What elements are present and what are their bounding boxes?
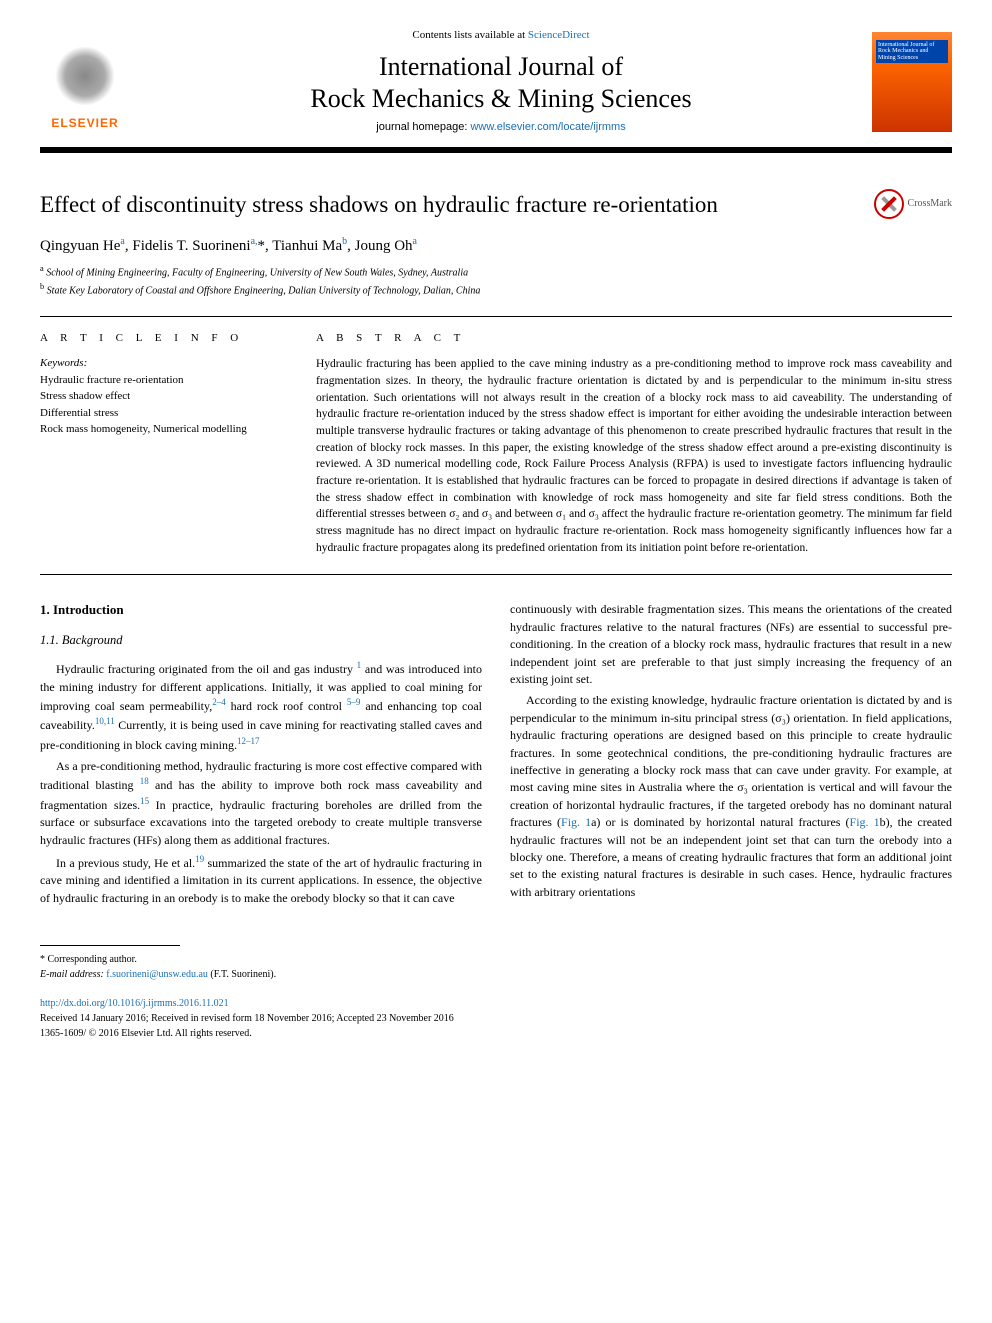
header-rule <box>40 147 952 153</box>
publisher-name: ELSEVIER <box>51 115 118 132</box>
body-para: In a previous study, He et al.19 summari… <box>40 853 482 907</box>
body-para: Hydraulic fracturing originated from the… <box>40 659 482 754</box>
affil-a-text: School of Mining Engineering, Faculty of… <box>46 268 468 279</box>
doi-link[interactable]: http://dx.doi.org/10.1016/j.ijrmms.2016.… <box>40 998 229 1009</box>
title-row: Effect of discontinuity stress shadows o… <box>40 189 952 221</box>
contents-line: Contents lists available at ScienceDirec… <box>150 28 852 43</box>
article-info: A R T I C L E I N F O Keywords: Hydrauli… <box>40 331 280 556</box>
email-suffix: (F.T. Suorineni). <box>208 969 276 980</box>
keywords-label: Keywords: <box>40 356 280 371</box>
cover-thumb-label: International Journal of Rock Mechanics … <box>876 40 948 64</box>
issn-copyright: 1365-1609/ © 2016 Elsevier Ltd. All righ… <box>40 1026 952 1041</box>
journal-header: ELSEVIER Contents lists available at Sci… <box>40 28 952 143</box>
section-1-heading: 1. Introduction <box>40 601 482 619</box>
keyword: Hydraulic fracture re-orientation <box>40 372 280 389</box>
homepage-link[interactable]: www.elsevier.com/locate/ijrmms <box>470 121 625 133</box>
body-para: According to the existing knowledge, hyd… <box>510 692 952 901</box>
keyword: Rock mass homogeneity, Numerical modelli… <box>40 421 280 438</box>
affiliation-b: b State Key Laboratory of Coastal and Of… <box>40 281 952 298</box>
meta-bottom-rule <box>40 574 952 575</box>
publisher-logo: ELSEVIER <box>40 32 130 132</box>
email-line: E-mail address: f.suorineni@unsw.edu.au … <box>40 967 952 982</box>
meta-row: A R T I C L E I N F O Keywords: Hydrauli… <box>40 331 952 556</box>
crossmark-icon <box>874 189 904 219</box>
affil-b-text: State Key Laboratory of Coastal and Offs… <box>47 285 481 296</box>
doi-block: http://dx.doi.org/10.1016/j.ijrmms.2016.… <box>40 996 952 1041</box>
abstract-text: Hydraulic fracturing has been applied to… <box>316 356 952 556</box>
section-1-1-heading: 1.1. Background <box>40 632 482 650</box>
affiliation-a: a School of Mining Engineering, Faculty … <box>40 263 952 280</box>
footnote-block: * Corresponding author. E-mail address: … <box>40 952 952 982</box>
homepage-line: journal homepage: www.elsevier.com/locat… <box>150 120 852 135</box>
body-col-left: 1. Introduction 1.1. Background Hydrauli… <box>40 601 482 911</box>
received-dates: Received 14 January 2016; Received in re… <box>40 1011 952 1026</box>
journal-name-line1: International Journal of <box>379 52 623 81</box>
keywords-list: Hydraulic fracture re-orientation Stress… <box>40 372 280 438</box>
header-center: Contents lists available at ScienceDirec… <box>150 28 852 135</box>
elsevier-tree-icon <box>50 41 120 111</box>
body-para: continuously with desirable fragmentatio… <box>510 601 952 688</box>
abstract-label: A B S T R A C T <box>316 331 952 346</box>
body-col-right: continuously with desirable fragmentatio… <box>510 601 952 911</box>
journal-name: International Journal of Rock Mechanics … <box>150 51 852 113</box>
crossmark-badge[interactable]: CrossMark <box>874 189 952 219</box>
article-header: Effect of discontinuity stress shadows o… <box>40 189 952 298</box>
homepage-prefix: journal homepage: <box>376 121 470 133</box>
meta-top-rule <box>40 316 952 317</box>
body-columns: 1. Introduction 1.1. Background Hydrauli… <box>40 601 952 911</box>
corresponding-author: * Corresponding author. <box>40 952 952 967</box>
contents-prefix: Contents lists available at <box>412 29 527 41</box>
keyword: Stress shadow effect <box>40 388 280 405</box>
sciencedirect-link[interactable]: ScienceDirect <box>528 29 590 41</box>
footnote-rule <box>40 945 180 946</box>
article-info-label: A R T I C L E I N F O <box>40 331 280 346</box>
email-link[interactable]: f.suorineni@unsw.edu.au <box>106 969 208 980</box>
journal-name-line2: Rock Mechanics & Mining Sciences <box>310 84 691 113</box>
crossmark-label: CrossMark <box>908 197 952 211</box>
authors: Qingyuan Hea, Fidelis T. Suorinenia,*, T… <box>40 235 952 257</box>
affiliations: a School of Mining Engineering, Faculty … <box>40 263 952 298</box>
body-para: As a pre-conditioning method, hydraulic … <box>40 758 482 849</box>
keyword: Differential stress <box>40 405 280 422</box>
abstract: A B S T R A C T Hydraulic fracturing has… <box>316 331 952 556</box>
article-title: Effect of discontinuity stress shadows o… <box>40 189 854 221</box>
email-label: E-mail address: <box>40 969 106 980</box>
journal-cover-thumb: International Journal of Rock Mechanics … <box>872 32 952 132</box>
